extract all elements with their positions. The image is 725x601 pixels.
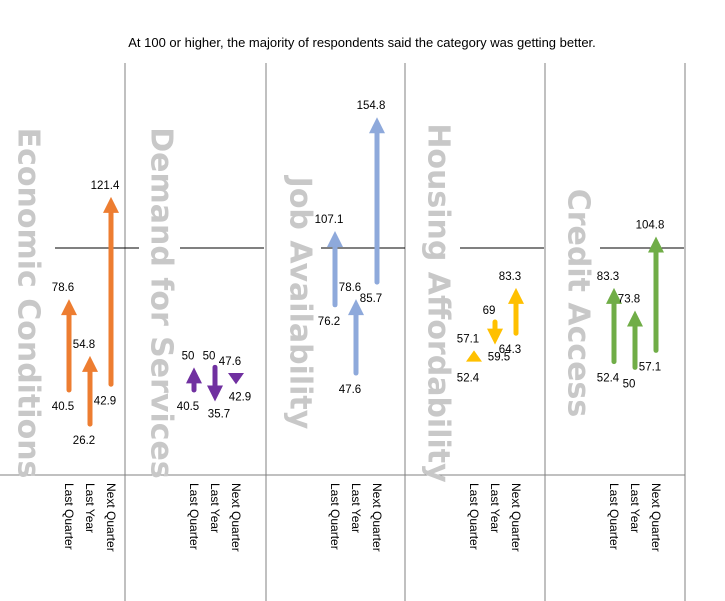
- data-label-start: 52.4: [597, 373, 620, 385]
- data-label-start: 40.5: [52, 401, 74, 413]
- arrow-head: [327, 231, 343, 248]
- category-tick-label: Last Quarter: [328, 483, 342, 550]
- category-tick-label: Last Quarter: [187, 483, 201, 550]
- data-label-start: 64.3: [499, 344, 521, 356]
- data-label-end: 107.1: [315, 214, 344, 226]
- category-tick-label: Last Year: [83, 483, 97, 533]
- data-label-end: 78.6: [52, 282, 74, 294]
- arrow-head: [606, 287, 622, 304]
- arrow-head: [627, 310, 643, 327]
- data-label-end: 154.8: [357, 100, 386, 112]
- data-label-start: 57.1: [639, 361, 661, 373]
- category-tick-label: Last Year: [349, 483, 363, 533]
- arrow-head: [207, 385, 223, 402]
- data-label-end: 35.7: [208, 408, 230, 420]
- data-label-start: 42.9: [94, 395, 116, 407]
- data-label-end: 59.5: [488, 352, 510, 364]
- arrow-head: [103, 196, 119, 213]
- panel: Housing Affordability 57.1 52.4 69 59.5 83.3 6…: [421, 123, 544, 552]
- panel: Demand for Services 5040.55035.747.642.9L…: [144, 127, 264, 552]
- data-label-start: 26.2: [73, 435, 95, 447]
- data-label-end: 83.3: [597, 271, 619, 283]
- data-label-start: 40.5: [177, 401, 199, 413]
- arrow-head: [369, 117, 385, 134]
- data-label-end: 83.3: [499, 271, 521, 283]
- chart-subtitle: At 100 or higher, the majority of respon…: [128, 35, 596, 50]
- category-tick-label: Next Quarter: [509, 483, 523, 552]
- data-label-end: 42.9: [229, 391, 251, 403]
- arrow-head: [228, 373, 244, 385]
- data-label-start: 76.2: [318, 316, 340, 328]
- data-label-end: 78.6: [339, 282, 361, 294]
- data-label-end: 104.8: [636, 220, 665, 232]
- data-label-start: 50: [623, 378, 636, 390]
- arrow-head: [61, 299, 77, 316]
- data-label-start: 85.7: [360, 293, 382, 305]
- arrow-head: [186, 367, 202, 384]
- data-label-end: 54.8: [73, 339, 95, 351]
- arrow-head: [508, 287, 524, 304]
- category-tick-label: Last Quarter: [607, 483, 621, 550]
- arrow-head: [487, 328, 503, 345]
- panel: Credit Access 83.3 52.4 73.8 50 104.8 57.1 Last…: [561, 189, 684, 552]
- data-label-end: 57.1: [457, 333, 479, 345]
- data-label-start: 47.6: [219, 356, 241, 368]
- category-tick-label: Next Quarter: [649, 483, 663, 552]
- data-label-end: 121.4: [91, 180, 120, 192]
- arrow-head: [82, 355, 98, 372]
- panel: Economic Conditions 78.6 40.5 54.8 26.2 121.4…: [11, 128, 139, 552]
- panel-title: Job Availability: [283, 175, 318, 430]
- data-label-start: 47.6: [339, 384, 361, 396]
- arrow-head: [348, 299, 364, 316]
- panel-title: Economic Conditions: [11, 128, 46, 479]
- category-tick-label: Next Quarter: [370, 483, 384, 552]
- category-tick-label: Last Quarter: [62, 483, 76, 550]
- category-tick-label: Last Year: [488, 483, 502, 533]
- data-label-start: 52.4: [457, 373, 480, 385]
- data-label-start: 69: [483, 305, 496, 317]
- panel-title: Housing Affordability: [421, 123, 456, 483]
- category-tick-label: Next Quarter: [229, 483, 243, 552]
- panel-title: Demand for Services: [144, 127, 179, 479]
- category-tick-label: Last Quarter: [467, 483, 481, 550]
- arrow-head: [466, 350, 482, 362]
- category-tick-label: Next Quarter: [104, 483, 118, 552]
- data-label-end: 50: [182, 350, 195, 362]
- category-tick-label: Last Year: [208, 483, 222, 533]
- panel-title: Credit Access: [561, 189, 596, 418]
- plot-area: Economic Conditions 78.6 40.5 54.8 26.2 121.4…: [0, 63, 686, 601]
- category-tick-label: Last Year: [628, 483, 642, 533]
- data-label-end: 73.8: [618, 294, 640, 306]
- arrow-head: [648, 236, 664, 253]
- data-label-start: 50: [203, 350, 216, 362]
